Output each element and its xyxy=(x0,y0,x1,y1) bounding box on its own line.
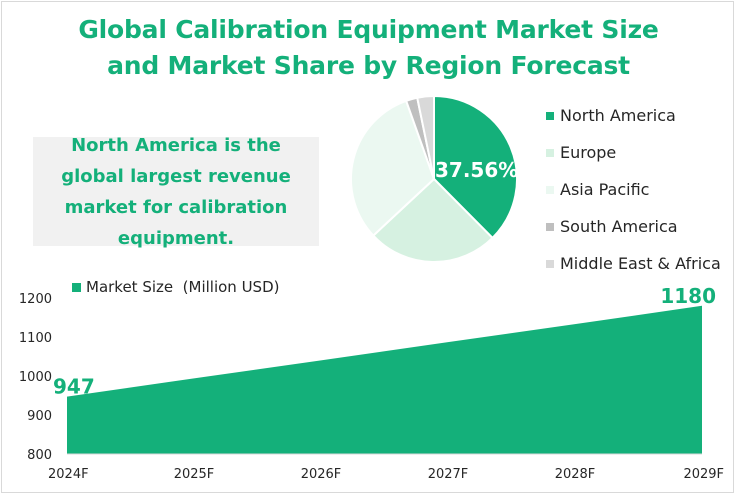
legend-label-europe: Europe xyxy=(560,143,617,162)
pie-slice-europe xyxy=(371,177,494,263)
y-tick-label-1200: 1200 xyxy=(19,292,52,307)
x-tick-label-2026f: 2026F xyxy=(301,467,342,482)
legend-item-europe: Europe xyxy=(546,134,721,171)
legend-swatch-asia-pacific xyxy=(546,185,554,194)
y-tick-label-800: 800 xyxy=(27,448,52,463)
callout-text: North America is the global largest reve… xyxy=(61,134,291,249)
legend-swatch-europe xyxy=(546,148,554,157)
legend-label-north-america: North America xyxy=(560,106,676,125)
x-tick-label-2027f: 2027F xyxy=(428,467,469,482)
legend-item-asia-pacific: Asia Pacific xyxy=(546,171,721,208)
chart-title: Global Calibration Equipment Market Size… xyxy=(0,12,737,84)
data-label-last: 1180 xyxy=(660,284,716,308)
legend-swatch-middle-east-africa xyxy=(546,259,554,268)
pie-slice-asia-pacific xyxy=(350,99,436,238)
x-tick-label-2028f: 2028F xyxy=(555,467,596,482)
pie-legend: North America Europe Asia Pacific South … xyxy=(546,97,721,282)
x-tick-label-2025f: 2025F xyxy=(174,467,215,482)
legend-swatch-north-america xyxy=(546,111,554,120)
y-tick-label-1100: 1100 xyxy=(19,331,52,346)
data-label-first: 947 xyxy=(53,375,95,399)
chart-title-line-1: Global Calibration Equipment Market Size xyxy=(78,15,659,44)
legend-item-north-america: North America xyxy=(546,97,721,134)
pie-slice-middle-east-africa xyxy=(416,94,435,180)
legend-swatch-south-america xyxy=(546,222,554,231)
pie-data-label-north-america: 37.56% xyxy=(435,158,519,182)
legend-label-middle-east-africa: Middle East & Africa xyxy=(560,254,721,273)
area-series-market-size xyxy=(67,305,702,454)
x-tick-label-2029f: 2029F xyxy=(683,467,724,482)
legend-item-middle-east-africa: Middle East & Africa xyxy=(546,245,721,282)
chart-title-line-2: and Market Share by Region Forecast xyxy=(107,51,630,80)
legend-label-asia-pacific: Asia Pacific xyxy=(560,180,650,199)
y-tick-label-1000: 1000 xyxy=(19,370,52,385)
chart-frame xyxy=(1,1,734,493)
area-legend-label: Market Size (Million USD) xyxy=(86,278,280,296)
area-legend-swatch xyxy=(72,282,81,292)
legend-item-south-america: South America xyxy=(546,208,721,245)
legend-label-south-america: South America xyxy=(560,217,678,236)
pie-slice-north-america xyxy=(433,94,518,240)
callout-box: North America is the global largest reve… xyxy=(33,135,319,249)
x-tick-label-2024f: 2024F xyxy=(48,467,89,482)
area-legend: Market Size (Million USD) xyxy=(72,278,279,296)
y-tick-label-900: 900 xyxy=(27,409,52,424)
